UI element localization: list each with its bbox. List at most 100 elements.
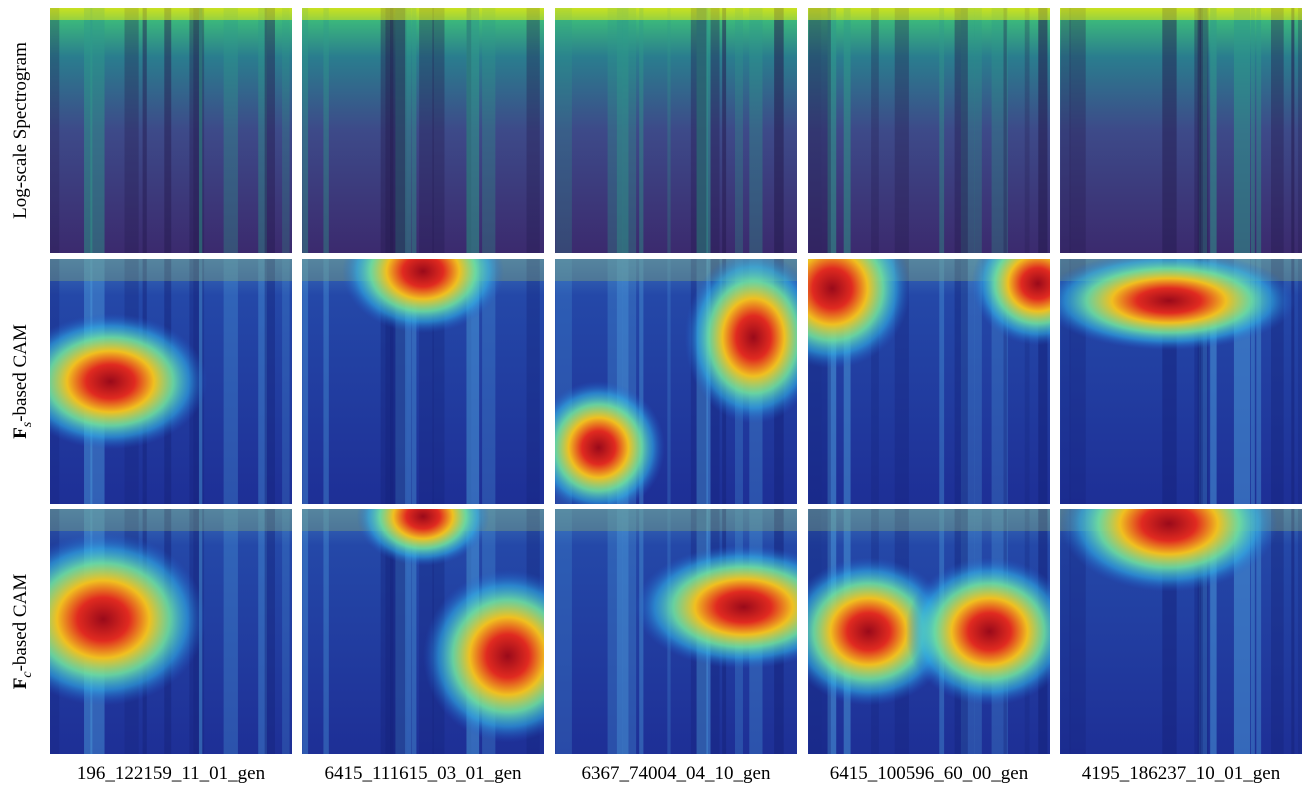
streak [1197,509,1202,754]
streak [954,8,968,253]
streak [843,259,851,504]
column-label: 6367_74004_04_10_gen [582,763,771,784]
streak [1271,8,1284,253]
panel [808,259,1050,504]
row-label-text: -based CAM [10,574,31,672]
streak [722,8,727,253]
panel-content [50,259,292,504]
streak [1197,259,1202,504]
streak [1256,8,1262,253]
streak [1271,509,1284,754]
panel [302,509,544,754]
streak [1194,8,1209,253]
streak [808,8,822,253]
panel-content [1060,8,1302,253]
panel [50,509,292,754]
streak [323,259,329,504]
panel-content [808,8,1050,253]
streak [302,509,309,754]
streak [1210,8,1217,253]
streak [1069,509,1086,754]
column-label: 6415_111615_03_01_gen [324,763,522,784]
panel [555,509,797,754]
streak [1291,8,1295,253]
streak [1210,259,1217,504]
hotspot [342,259,504,333]
streak [84,8,93,253]
streak [974,8,982,253]
streak [258,509,267,754]
streak [482,8,496,253]
top-band [50,259,292,281]
top-band [555,8,797,20]
streak [1298,8,1302,253]
column-label: 6415_100596_60_00_gen [830,763,1029,784]
streak [258,8,267,253]
spectrogram [1060,8,1302,253]
hotspot [50,533,206,706]
hotspot [555,381,665,504]
spectrogram [302,8,544,253]
streak [526,8,540,253]
streak [198,8,203,253]
panel [302,259,544,504]
streak [1198,8,1208,253]
panel-content [808,259,1050,504]
streak [690,8,707,253]
streak [1256,509,1262,754]
streak [1291,259,1295,504]
panel-content [302,509,544,754]
streak [264,509,275,754]
streak [871,259,879,504]
row-label: Fc-based CAM [10,574,35,690]
streak [390,8,407,253]
streak [639,259,644,504]
hotspot [50,313,208,450]
streak [1003,259,1007,504]
streak [189,8,203,253]
streak [390,509,407,754]
streak [843,8,851,253]
streak [991,8,1008,253]
panel [50,8,292,253]
streak [302,8,309,253]
row-label-text: Log-scale Spectrogram [10,42,31,219]
column-label: 196_122159_11_01_gen [77,763,266,784]
panel [555,259,797,504]
panel-content [50,509,292,754]
streak [323,509,329,754]
streak [395,509,412,754]
streak [380,509,394,754]
panel [1060,8,1302,253]
streak [432,8,445,253]
panel-content [302,8,544,253]
panel-content [555,259,797,504]
top-band [50,509,292,531]
streak [1298,509,1302,754]
streak [193,8,205,253]
row-label-subscript: s [20,421,35,427]
streak [526,259,540,504]
streak [974,259,982,504]
top-band [808,8,1050,20]
streak [1298,259,1302,504]
streak [411,509,417,754]
spectrogram [555,8,797,253]
streak [1250,259,1255,504]
streak [1210,509,1217,754]
streak [734,8,743,253]
streak [1256,259,1262,504]
streak [1038,8,1048,253]
column-label: 4195_186237_10_01_gen [1082,763,1281,784]
streak [939,259,945,504]
streak [419,8,434,253]
streak [466,8,480,253]
hotspot [905,557,1050,706]
streak [894,8,909,253]
streak [323,8,329,253]
panel [1060,259,1302,504]
streak [302,259,309,504]
streak [696,8,708,253]
streak [142,8,147,253]
